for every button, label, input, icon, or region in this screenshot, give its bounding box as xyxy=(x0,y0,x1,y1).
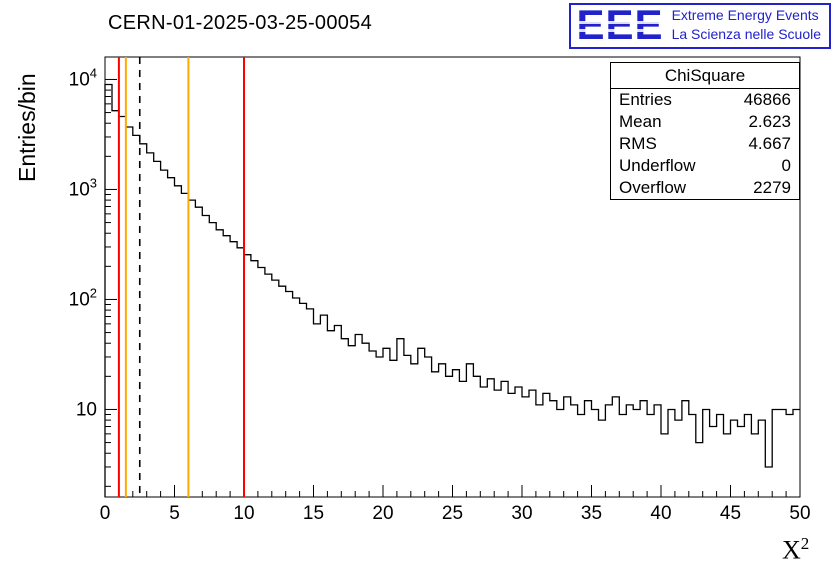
stat-row: Entries 46866 xyxy=(611,89,799,111)
stats-box-rows: Entries 46866 Mean 2.623 RMS 4.667 Underflow 0 O… xyxy=(611,89,799,199)
page-title: CERN-01-2025-03-25-00054 xyxy=(108,12,373,34)
stat-row: RMS 4.667 xyxy=(611,133,799,155)
y-tick-label: 103 xyxy=(69,175,97,200)
eee-logo-acronym: EEE xyxy=(574,4,666,46)
x-tick-label: 45 xyxy=(720,503,741,524)
x-tick-label: 30 xyxy=(511,503,532,524)
logo-stripe-icon xyxy=(574,20,666,24)
x-tick-label: 25 xyxy=(442,503,463,524)
eee-logo: EEE Extreme Energy Events La Scienza nel… xyxy=(568,3,831,49)
x-tick-label: 5 xyxy=(169,503,180,524)
x-tick-label: 35 xyxy=(581,503,602,524)
y-tick-label: 10 xyxy=(76,399,97,420)
stat-value: 46866 xyxy=(743,90,791,109)
x-tick-label: 10 xyxy=(233,503,254,524)
x-tick-label: 15 xyxy=(303,503,324,524)
eee-logo-line2: La Scienza nelle Scuole xyxy=(671,26,821,43)
stat-row: Overflow 2279 xyxy=(611,177,799,199)
y-axis-label: Entries/bin xyxy=(14,73,40,182)
x-axis-label: X2 xyxy=(782,534,809,566)
stat-value: 2279 xyxy=(753,178,791,197)
stat-label: RMS xyxy=(619,134,657,153)
stat-label: Overflow xyxy=(619,178,687,197)
stats-box: ChiSquare Entries 46866 Mean 2.623 RMS 4.667 U… xyxy=(610,62,800,200)
stats-box-title: ChiSquare xyxy=(611,63,799,89)
logo-stripe-icon xyxy=(574,29,666,33)
stat-value: 4.667 xyxy=(748,134,791,153)
stat-label: Underflow xyxy=(619,156,696,175)
eee-logo-letters: EEE xyxy=(576,1,664,48)
histogram-line xyxy=(104,83,800,497)
eee-logo-line1: Extreme Energy Events xyxy=(671,7,819,24)
y-tick-label: 102 xyxy=(69,285,97,310)
x-tick-label: 0 xyxy=(100,503,111,524)
x-axis-label-base: X xyxy=(782,535,801,565)
x-axis-label-exponent: 2 xyxy=(800,534,810,553)
stat-label: Mean xyxy=(619,112,662,131)
eee-logo-text: Extreme Energy Events La Scienza nelle S… xyxy=(672,6,821,44)
stat-value: 0 xyxy=(781,156,791,175)
stat-label: Entries xyxy=(619,90,672,109)
stat-row: Mean 2.623 xyxy=(611,111,799,133)
stat-value: 2.623 xyxy=(748,112,791,131)
x-tick-label: 40 xyxy=(650,503,671,524)
y-tick-label: 104 xyxy=(69,65,97,90)
stat-row: Underflow 0 xyxy=(611,155,799,177)
x-tick-label: 20 xyxy=(372,503,393,524)
x-tick-label: 50 xyxy=(789,503,810,524)
